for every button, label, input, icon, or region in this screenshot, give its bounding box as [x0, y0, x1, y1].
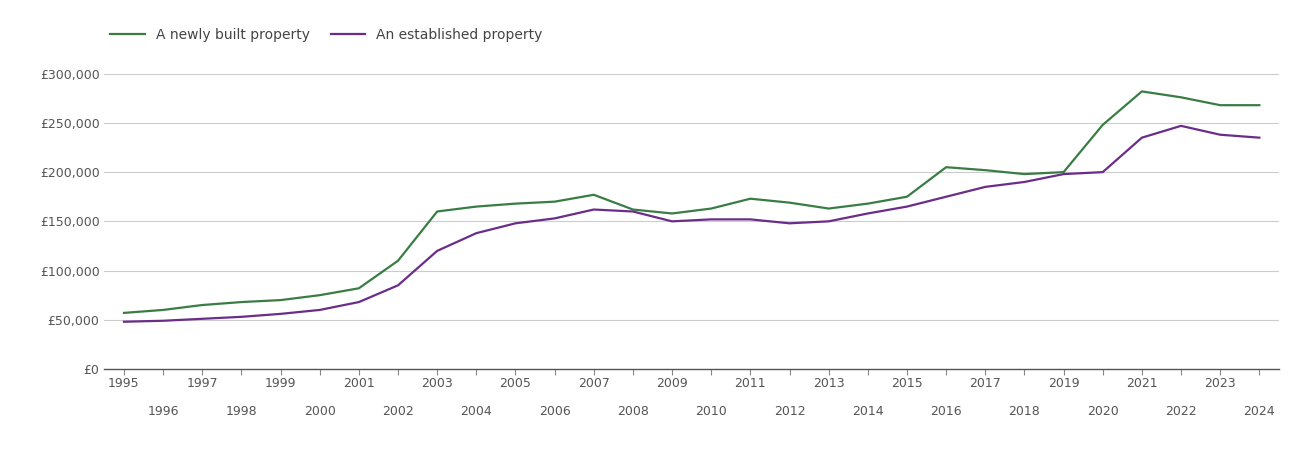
A newly built property: [390, 258, 406, 263]
Text: 2018: 2018: [1009, 405, 1040, 418]
An established property: [351, 299, 367, 305]
A newly built property: [234, 299, 249, 305]
A newly built property: [351, 286, 367, 291]
A newly built property: [468, 204, 484, 209]
Line: An established property: An established property: [124, 126, 1259, 322]
Text: 2006: 2006: [539, 405, 570, 418]
An established property: [1017, 179, 1032, 184]
An established property: [625, 209, 641, 214]
Text: 1998: 1998: [226, 405, 257, 418]
An established property: [194, 316, 210, 321]
An established property: [703, 216, 719, 222]
An established property: [234, 314, 249, 319]
Text: 1996: 1996: [147, 405, 179, 418]
An established property: [547, 216, 562, 221]
An established property: [1056, 171, 1071, 177]
Text: 2000: 2000: [304, 405, 335, 418]
A newly built property: [743, 196, 758, 202]
An established property: [155, 318, 171, 324]
Text: 2012: 2012: [774, 405, 805, 418]
A newly built property: [625, 207, 641, 212]
Text: 2024: 2024: [1244, 405, 1275, 418]
An established property: [1173, 123, 1189, 129]
A newly built property: [1017, 171, 1032, 177]
An established property: [312, 307, 328, 313]
An established property: [1212, 132, 1228, 137]
An established property: [508, 220, 523, 226]
A newly built property: [782, 200, 797, 205]
A newly built property: [1251, 103, 1267, 108]
An established property: [899, 204, 915, 209]
A newly built property: [1212, 103, 1228, 108]
A newly built property: [508, 201, 523, 206]
An established property: [586, 207, 602, 212]
A newly built property: [938, 165, 954, 170]
A newly built property: [312, 292, 328, 298]
An established property: [429, 248, 445, 253]
An established property: [273, 311, 288, 317]
A newly built property: [703, 206, 719, 211]
An established property: [821, 219, 837, 224]
An established property: [977, 184, 993, 189]
A newly built property: [1056, 169, 1071, 175]
Legend: A newly built property, An established property: A newly built property, An established p…: [104, 22, 548, 48]
A newly built property: [860, 201, 876, 206]
Text: 2016: 2016: [930, 405, 962, 418]
An established property: [743, 216, 758, 222]
A newly built property: [429, 209, 445, 214]
An established property: [1134, 135, 1150, 140]
Line: A newly built property: A newly built property: [124, 91, 1259, 313]
Text: 2010: 2010: [696, 405, 727, 418]
A newly built property: [664, 211, 680, 216]
A newly built property: [194, 302, 210, 308]
Text: 2002: 2002: [382, 405, 414, 418]
A newly built property: [586, 192, 602, 198]
A newly built property: [1134, 89, 1150, 94]
A newly built property: [116, 310, 132, 315]
An established property: [390, 283, 406, 288]
An established property: [664, 219, 680, 224]
A newly built property: [1095, 122, 1111, 128]
Text: 2020: 2020: [1087, 405, 1118, 418]
A newly built property: [155, 307, 171, 313]
A newly built property: [821, 206, 837, 211]
Text: 2022: 2022: [1165, 405, 1197, 418]
An established property: [1095, 169, 1111, 175]
An established property: [116, 319, 132, 324]
A newly built property: [547, 199, 562, 204]
A newly built property: [899, 194, 915, 199]
A newly built property: [273, 297, 288, 303]
An established property: [782, 220, 797, 226]
An established property: [860, 211, 876, 216]
Text: 2014: 2014: [852, 405, 883, 418]
An established property: [1251, 135, 1267, 140]
A newly built property: [1173, 94, 1189, 100]
Text: 2004: 2004: [461, 405, 492, 418]
A newly built property: [977, 167, 993, 173]
An established property: [468, 230, 484, 236]
An established property: [938, 194, 954, 199]
Text: 2008: 2008: [617, 405, 649, 418]
